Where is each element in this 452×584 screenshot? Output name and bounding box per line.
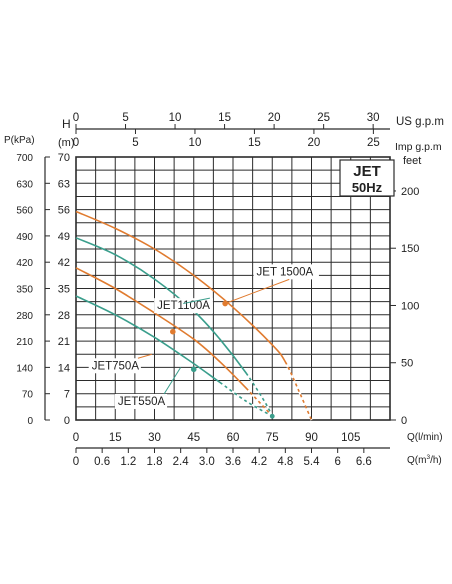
axis-label-q-m3h: Q(m3/h): [407, 454, 442, 466]
q-m3h-tick-label: 0.6: [94, 456, 110, 468]
head-tick-label: 21: [58, 336, 70, 348]
head-tick-label: 63: [58, 178, 70, 190]
head-tick-label: 42: [58, 257, 70, 269]
pressure-tick-label: 630: [16, 179, 33, 190]
grid: [75, 156, 391, 421]
usgpm-tick-label: 5: [122, 112, 128, 124]
annotation-bg: [253, 264, 319, 280]
q-m3h-tick-label: 1.8: [147, 456, 163, 468]
chart-title: JET: [353, 163, 381, 180]
q-m3h-tick-label: 4.8: [277, 456, 293, 468]
series-line-1: [75, 237, 274, 417]
pressure-tick-label: 140: [16, 363, 33, 374]
pressure-tick-label: 210: [16, 337, 33, 348]
pressure-tick-label: 420: [16, 258, 33, 269]
annotation-leader-0: [224, 278, 290, 304]
pressure-tick-label: 350: [16, 285, 33, 296]
q-lmin-tick-label: 60: [227, 432, 240, 444]
q-lmin-tick-label: 15: [109, 432, 122, 444]
annotation-bg: [114, 393, 168, 409]
plot-frame: [75, 156, 391, 421]
series-line-2: [75, 267, 273, 417]
q-m3h-tick-label: 0: [73, 456, 79, 468]
annotation-leader-2: [137, 353, 153, 359]
usgpm-tick-label: 10: [169, 112, 182, 124]
q-lmin-tick-label: 90: [305, 432, 318, 444]
usgpm-tick-label: 20: [268, 112, 281, 124]
axis-label-feet: feet: [403, 155, 421, 167]
usgpm-tick-label: 25: [317, 112, 330, 124]
head-tick-label: 0: [64, 415, 70, 427]
axis-label-q-lmin: Q(l/min): [407, 432, 443, 443]
chart-subtitle: 50Hz: [352, 180, 383, 195]
pressure-tick-label: 700: [16, 153, 33, 164]
q-lmin-tick-label: 30: [148, 432, 161, 444]
head-tick-label: 49: [58, 231, 70, 243]
usgpm-tick-label: 0: [73, 112, 79, 124]
annotation-label-0: JET 1500A: [257, 266, 314, 278]
annotation-label-3: JET550A: [118, 396, 166, 408]
feet-tick-label: 0: [401, 415, 407, 427]
q-m3h-tick-label: 1.2: [120, 456, 136, 468]
q-lmin-tick-label: 45: [187, 432, 200, 444]
annotation-leader-1: [183, 297, 211, 305]
axis-label-head-h: H: [62, 117, 71, 131]
usgpm-tick-label: 30: [367, 112, 380, 124]
axis-label-head: (m): [58, 137, 75, 149]
axes: 0714212835424956637007014021028035042049…: [16, 112, 419, 468]
pressure-tick-label: 70: [22, 390, 34, 401]
feet-tick-label: 200: [401, 186, 419, 198]
pressure-tick-label: 490: [16, 232, 33, 243]
annotation-bg: [88, 358, 141, 374]
title-box: [339, 159, 395, 197]
impgpm-tick-label: 5: [132, 137, 138, 149]
feet-tick-label: 100: [401, 300, 419, 312]
head-tick-label: 70: [58, 152, 70, 164]
q-m3h-tick-label: 6.6: [356, 456, 372, 468]
curve-end-marker: [269, 413, 275, 419]
impgpm-tick-label: 20: [308, 137, 321, 149]
axis-label-usgpm: US g.p.m: [396, 116, 444, 128]
annotation-label-2: JET750A: [92, 360, 140, 372]
usgpm-tick-label: 15: [218, 112, 231, 124]
pressure-tick-label: 0: [27, 416, 33, 427]
annotation-bg: [154, 298, 213, 314]
head-tick-label: 56: [58, 205, 70, 217]
series-marker-2: [170, 328, 176, 335]
q-m3h-tick-label: 5.4: [304, 456, 321, 468]
annotations: JET 1500A JET1100A JET750A JET550A: [88, 264, 319, 409]
q-lmin-tick-label: 105: [341, 432, 360, 444]
series-line-3: [75, 295, 273, 417]
feet-tick-label: 150: [401, 243, 419, 255]
q-m3h-tick-label: 6: [334, 456, 340, 468]
q-m3h-tick-label: 2.4: [173, 456, 190, 468]
impgpm-tick-label: 0: [73, 137, 79, 149]
q-m3h-tick-label: 3.0: [199, 456, 215, 468]
head-tick-label: 7: [64, 389, 70, 401]
impgpm-tick-label: 10: [189, 137, 202, 149]
axis-label-impgpm: Imp g.p.m: [395, 141, 442, 153]
q-lmin-tick-label: 75: [266, 432, 279, 444]
annotation-leader-3: [163, 367, 182, 395]
axis-label-pressure: P(kPa): [4, 135, 35, 146]
pressure-tick-label: 560: [16, 206, 33, 217]
head-tick-label: 35: [58, 284, 70, 296]
curves: [75, 210, 313, 421]
head-tick-label: 28: [58, 310, 70, 322]
q-m3h-tick-label: 3.6: [225, 456, 241, 468]
head-tick-label: 14: [58, 362, 70, 374]
pressure-tick-label: 280: [16, 311, 33, 322]
impgpm-tick-label: 25: [367, 137, 380, 149]
q-lmin-tick-label: 0: [73, 432, 79, 444]
q-m3h-tick-label: 4.2: [251, 456, 267, 468]
feet-tick-label: 50: [401, 358, 413, 370]
annotation-label-1: JET1100A: [157, 300, 210, 312]
impgpm-tick-label: 15: [248, 137, 261, 149]
series-marker-3: [190, 366, 197, 373]
